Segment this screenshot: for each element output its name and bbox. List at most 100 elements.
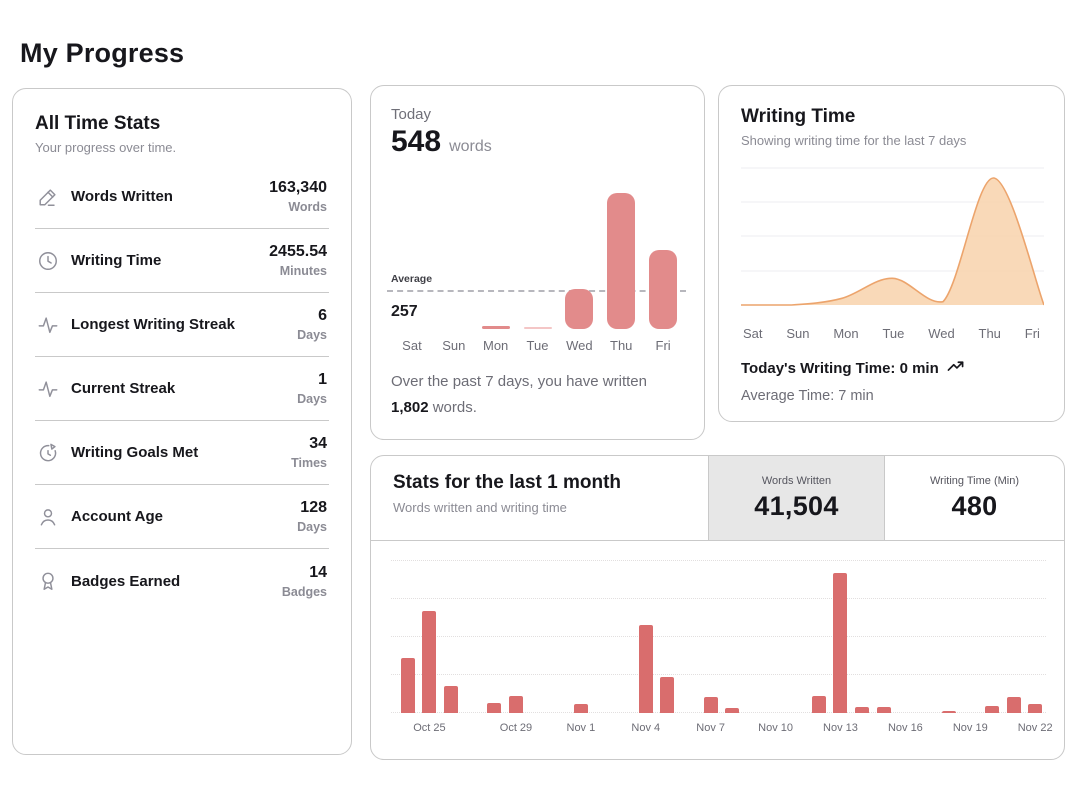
- tab-words-written[interactable]: Words Written 41,504: [708, 456, 884, 540]
- stat-row: Words Written 163,340 Words: [35, 165, 329, 229]
- stat-value: 128: [300, 499, 327, 516]
- today-label: Today: [391, 106, 432, 123]
- all-time-stats-list: Words Written 163,340 Words Writing Time…: [35, 165, 329, 613]
- stat-row: Writing Time 2455.54 Minutes: [35, 229, 329, 293]
- gridline: [391, 712, 1046, 713]
- activity-icon: [37, 314, 59, 336]
- stat-row: Account Age 128 Days: [35, 485, 329, 549]
- monthly-bar[interactable]: [811, 696, 826, 713]
- stat-unit: Days: [297, 328, 327, 342]
- day-label: Fri: [655, 338, 671, 353]
- monthly-bar[interactable]: [984, 706, 999, 713]
- day-label: Mon: [833, 326, 859, 341]
- day-label: Fri: [1024, 326, 1040, 341]
- area-chart-day-labels: Sat Sun Mon Tue Wed Thu Fri: [741, 326, 1042, 341]
- monthly-bar[interactable]: [941, 711, 956, 713]
- weekly-bar[interactable]: [607, 193, 636, 329]
- monthly-chart-axis-labels: Oct 25 Oct 29 Nov 1 Nov 4 Nov 7 Nov 10 Nov 13 N…: [397, 722, 1052, 746]
- day-label: Tue: [882, 326, 905, 341]
- monthly-bar[interactable]: [855, 707, 870, 713]
- stat-value: 14: [309, 563, 327, 581]
- writing-time-area-chart[interactable]: Sat Sun Mon Tue Wed Thu Fri: [740, 162, 1045, 341]
- monthly-bar[interactable]: [703, 697, 718, 713]
- badge-icon: [37, 570, 59, 592]
- stat-label: Writing Time: [71, 252, 162, 269]
- average-reference-line: [387, 290, 686, 292]
- weekly-bar[interactable]: [481, 326, 510, 329]
- monthly-bar[interactable]: [573, 704, 588, 713]
- stat-row: Writing Goals Met 34 Times: [35, 421, 329, 485]
- day-label: Sun: [786, 326, 810, 341]
- stat-unit: Words: [288, 200, 327, 214]
- page-title: My Progress: [20, 38, 185, 68]
- writing-time-subtitle: Showing writing time for the last 7 days: [741, 133, 967, 148]
- monthly-bar[interactable]: [660, 677, 675, 713]
- gridline: [391, 674, 1046, 675]
- all-time-stats-title: All Time Stats: [35, 113, 161, 134]
- average-value: 257: [391, 303, 418, 320]
- goal-icon: [37, 442, 59, 464]
- monthly-bar[interactable]: [444, 686, 459, 713]
- clock-icon: [37, 250, 59, 272]
- stat-value: 6: [318, 307, 327, 324]
- monthly-bar[interactable]: [400, 658, 415, 713]
- monthly-bar[interactable]: [638, 625, 653, 713]
- gridline: [391, 636, 1046, 637]
- average-writing-time: Average Time: 7 min: [741, 388, 874, 404]
- day-label: Sun: [442, 338, 466, 353]
- day-label: Thu: [610, 338, 633, 353]
- day-label: Thu: [978, 326, 1001, 341]
- stat-label: Words Written: [71, 188, 173, 205]
- month-stats-title: Stats for the last 1 month: [393, 472, 622, 493]
- monthly-bar[interactable]: [1006, 697, 1021, 713]
- monthly-bar[interactable]: [876, 707, 891, 713]
- stat-unit: Days: [297, 520, 327, 534]
- weekly-bar[interactable]: [523, 327, 552, 329]
- gridline: [391, 598, 1046, 599]
- day-label: Tue: [526, 338, 549, 353]
- weekly-words-bar-chart[interactable]: Average 257: [387, 169, 686, 329]
- writing-time-card: Writing Time Showing writing time for th…: [718, 85, 1065, 422]
- monthly-bar[interactable]: [422, 611, 437, 713]
- monthly-words-bar-chart[interactable]: [391, 560, 1046, 713]
- day-label: Sat: [402, 338, 422, 353]
- stat-unit: Days: [297, 392, 327, 406]
- day-label: Wed: [566, 338, 593, 353]
- monthly-bar[interactable]: [833, 573, 848, 713]
- month-stats-subtitle: Words written and writing time: [393, 500, 567, 515]
- writing-time-line: [740, 177, 1045, 306]
- stat-unit: Times: [291, 456, 327, 470]
- stat-row: Longest Writing Streak 6 Days: [35, 293, 329, 357]
- month-stats-header: Stats for the last 1 month Words written…: [371, 456, 1064, 541]
- axis-tick-label: Nov 10: [758, 722, 794, 734]
- day-label: Mon: [483, 338, 509, 353]
- stat-row: Current Streak 1 Days: [35, 357, 329, 421]
- stat-label: Writing Goals Met: [71, 444, 199, 461]
- today-words-card: Today 548 words Average 257 Sat Sun Mon Tue…: [370, 85, 705, 440]
- weekly-summary-text: Over the past 7 days, you have written 1…: [391, 373, 647, 417]
- weekly-bar[interactable]: [649, 250, 678, 329]
- today-words-value: 548: [391, 125, 442, 158]
- monthly-bar[interactable]: [487, 703, 502, 713]
- stat-value: 34: [309, 435, 327, 452]
- all-time-stats-subtitle: Your progress over time.: [35, 140, 177, 155]
- axis-tick-label: Nov 4: [631, 722, 661, 734]
- stat-value: 1: [318, 371, 327, 388]
- tab-writing-time[interactable]: Writing Time (Min) 480: [884, 456, 1064, 540]
- month-stats-card: Stats for the last 1 month Words written…: [370, 455, 1065, 760]
- month-minutes-total: 480: [951, 490, 998, 521]
- monthly-bar[interactable]: [508, 696, 523, 713]
- axis-tick-label: Oct 25: [413, 722, 446, 734]
- writing-time-area: [741, 177, 1044, 305]
- weekly-total-words: 1,802: [391, 399, 429, 417]
- weekly-bar[interactable]: [565, 289, 594, 329]
- stat-label: Current Streak: [71, 380, 176, 397]
- axis-tick-label: Nov 13: [823, 722, 858, 734]
- axis-tick-label: Oct 29: [499, 722, 533, 734]
- month-words-total: 41,504: [754, 490, 839, 521]
- monthly-bar[interactable]: [725, 708, 740, 713]
- weekly-chart-day-labels: Sat Sun Mon Tue Wed Thu Fri: [391, 338, 684, 353]
- monthly-bar[interactable]: [1028, 704, 1043, 713]
- trending-up-icon: [947, 358, 964, 379]
